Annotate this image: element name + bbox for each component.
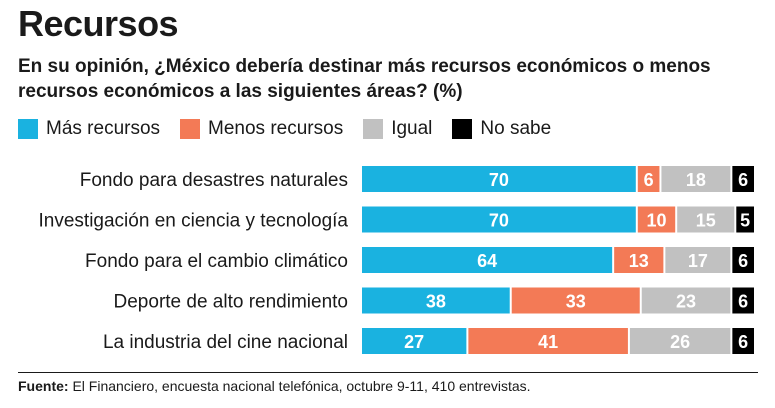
source-note: Fuente: El Financiero, encuesta nacional… [18, 378, 531, 394]
stacked-bar-chart: Fondo para desastres naturales 70 6 18 6 Inve… [39, 166, 754, 354]
bar-igual-la-industria-del-cine-nacional [629, 328, 731, 354]
category-label-investigacion-en-ciencia-y-tecnologia: Investigación en ciencia y tecnología [39, 211, 349, 232]
bar-no-sabe-investigacion-en-ciencia-y-tecnologia [736, 206, 754, 233]
legend: Más recursos Menos recursos Igual No sab… [18, 117, 571, 141]
value-label-igual-investigacion-en-ciencia-y-tecnologia: 15 [696, 211, 716, 231]
value-label-igual-fondo-para-desastres-naturales: 18 [686, 170, 706, 190]
value-label-menos-recursos-fondo-para-el-cambio-climatico: 13 [629, 251, 649, 271]
category-label-fondo-para-desastres-naturales: Fondo para desastres naturales [80, 170, 348, 191]
bar-igual-fondo-para-el-cambio-climatico [665, 247, 731, 273]
legend-label-menos-recursos: Menos recursos [208, 118, 344, 139]
legend-swatch-igual [363, 119, 384, 139]
value-label-menos-recursos-deporte-de-alto-rendimiento: 33 [566, 292, 586, 312]
value-label-no-sabe-la-industria-del-cine-nacional: 6 [738, 332, 748, 352]
value-label-menos-recursos-investigacion-en-ciencia-y-tecnologia: 10 [646, 211, 666, 231]
bar-no-sabe-deporte-de-alto-rendimiento [732, 287, 754, 314]
category-label-la-industria-del-cine-nacional: La industria del cine nacional [103, 332, 348, 353]
bar-no-sabe-fondo-para-el-cambio-climatico [732, 247, 754, 273]
value-label-mas-recursos-deporte-de-alto-rendimiento: 38 [426, 292, 446, 312]
value-label-menos-recursos-la-industria-del-cine-nacional: 41 [538, 332, 558, 352]
source-label: Fuente: [18, 378, 69, 394]
value-label-no-sabe-deporte-de-alto-rendimiento: 6 [738, 292, 748, 312]
bar-menos-recursos-fondo-para-desastres-naturales [637, 166, 660, 192]
legend-label-mas-recursos: Más recursos [46, 118, 161, 139]
legend-item-igual: Igual [363, 118, 432, 140]
value-label-igual-deporte-de-alto-rendimiento: 23 [676, 292, 696, 312]
bar-mas-recursos-fondo-para-desastres-naturales [362, 166, 636, 192]
value-label-igual-la-industria-del-cine-nacional: 26 [670, 332, 690, 352]
value-label-menos-recursos-fondo-para-desastres-naturales: 6 [644, 170, 654, 190]
bar-menos-recursos-investigacion-en-ciencia-y-tecnologia [637, 206, 676, 233]
value-label-mas-recursos-fondo-para-desastres-naturales: 70 [489, 170, 509, 190]
category-label-deporte-de-alto-rendimiento: Deporte de alto rendimiento [114, 292, 348, 313]
footer-divider [18, 372, 758, 373]
value-label-no-sabe-fondo-para-el-cambio-climatico: 6 [738, 251, 748, 271]
bar-no-sabe-la-industria-del-cine-nacional [732, 328, 754, 354]
legend-item-mas-recursos: Más recursos [18, 118, 160, 140]
value-label-mas-recursos-la-industria-del-cine-nacional: 27 [404, 332, 424, 352]
legend-swatch-menos-recursos [180, 119, 201, 139]
bar-menos-recursos-la-industria-del-cine-nacional [468, 328, 628, 354]
value-label-no-sabe-fondo-para-desastres-naturales: 6 [738, 170, 748, 190]
chart-title: Recursos [18, 3, 179, 44]
source-text: El Financiero, encuesta nacional telefón… [68, 378, 531, 394]
bar-menos-recursos-deporte-de-alto-rendimiento [511, 287, 640, 314]
bar-mas-recursos-deporte-de-alto-rendimiento [362, 287, 510, 314]
legend-item-no-sabe: No sabe [452, 118, 551, 140]
value-label-no-sabe-investigacion-en-ciencia-y-tecnologia: 5 [740, 211, 750, 231]
legend-swatch-mas-recursos [18, 119, 38, 139]
bar-igual-investigacion-en-ciencia-y-tecnologia [677, 206, 735, 233]
bar-igual-fondo-para-desastres-naturales [661, 166, 731, 192]
bar-mas-recursos-la-industria-del-cine-nacional [362, 328, 467, 354]
chart-subtitle: En su opinión, ¿México debería destinar … [18, 56, 711, 102]
category-label-fondo-para-el-cambio-climatico: Fondo para el cambio climático [85, 251, 348, 272]
bar-igual-deporte-de-alto-rendimiento [641, 287, 731, 314]
bar-no-sabe-fondo-para-desastres-naturales [732, 166, 754, 192]
legend-swatch-no-sabe [452, 119, 473, 139]
value-label-mas-recursos-investigacion-en-ciencia-y-tecnologia: 70 [489, 211, 509, 231]
value-label-igual-fondo-para-el-cambio-climatico: 17 [688, 251, 708, 271]
bar-mas-recursos-investigacion-en-ciencia-y-tecnologia [362, 206, 636, 233]
bar-mas-recursos-fondo-para-el-cambio-climatico [362, 247, 613, 273]
bar-menos-recursos-fondo-para-el-cambio-climatico [614, 247, 664, 273]
legend-label-no-sabe: No sabe [480, 118, 552, 139]
legend-label-igual: Igual [391, 118, 433, 139]
value-label-mas-recursos-fondo-para-el-cambio-climatico: 64 [477, 251, 497, 271]
legend-item-menos-recursos: Menos recursos [180, 118, 343, 140]
